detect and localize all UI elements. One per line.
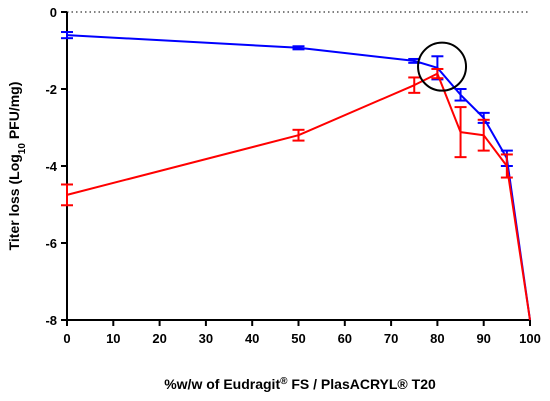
y-axis-title-prefix: Titer loss (Log [6, 154, 22, 250]
error-bar [292, 45, 305, 51]
y-tick-label: -8 [45, 313, 57, 328]
axes: 0 10 20 30 40 50 60 70 80 90 100 0 -2 -4 -6 -8 [45, 5, 540, 346]
x-tick-label: 60 [338, 331, 352, 346]
series-line [66, 72, 531, 321]
x-tick-label: 0 [63, 331, 70, 346]
x-tick-label: 10 [106, 331, 120, 346]
annotation-circle [417, 41, 468, 92]
y-tick-label: 0 [50, 5, 57, 20]
error-bar [431, 67, 444, 80]
x-tick-label: 90 [476, 331, 490, 346]
x-tick-label: 80 [430, 331, 444, 346]
y-axis-title-sub: 10 [17, 143, 28, 155]
x-tick-label: 50 [291, 331, 305, 346]
error-bar [454, 106, 467, 159]
y-tick-label: -6 [45, 236, 57, 251]
y-tick-label: -2 [45, 82, 57, 97]
x-axis-title-suffix: FS / PlasACRYL® T20 [287, 376, 435, 392]
x-tick-label: 70 [384, 331, 398, 346]
x-tick-label: 20 [152, 331, 166, 346]
error-bar [454, 88, 467, 102]
error-bar [408, 76, 421, 94]
error-bar [292, 128, 305, 142]
y-axis-title-suffix: PFU/mg) [6, 82, 22, 143]
error-bar [61, 183, 73, 207]
y-tick-label: -4 [45, 159, 57, 174]
x-tick-label: 100 [519, 331, 541, 346]
x-axis-title-sup: ® [280, 376, 288, 387]
x-axis-title: %w/w of Eudragit® FS / PlasACRYL® T20 [164, 376, 436, 393]
error-bar [61, 31, 73, 40]
series-layer [61, 31, 531, 321]
error-bar [477, 118, 490, 152]
annotation-layer [417, 41, 468, 92]
y-axis-title: Titer loss (Log10 PFU/mg) [6, 82, 28, 251]
x-axis-title-prefix: %w/w of Eudragit [164, 376, 280, 392]
series-0 [61, 31, 531, 321]
series-1 [61, 67, 531, 321]
error-bar [500, 153, 513, 179]
x-tick-label: 30 [199, 331, 213, 346]
x-tick-label: 40 [245, 331, 259, 346]
